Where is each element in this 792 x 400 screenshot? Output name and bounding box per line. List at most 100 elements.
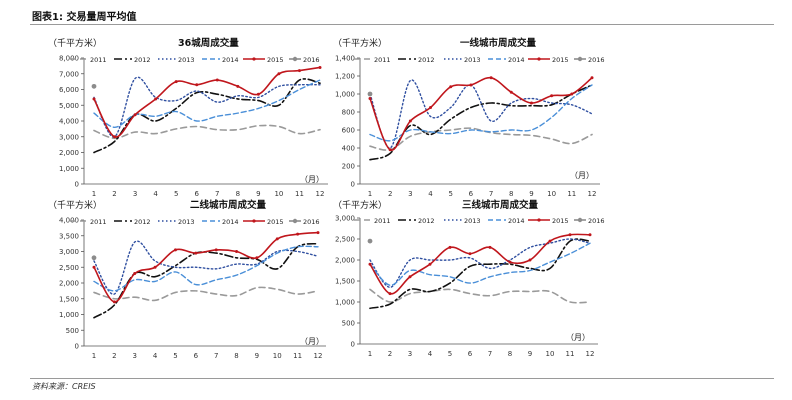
- x-tick-label: 1: [92, 190, 96, 198]
- x-tick-label: 1: [368, 350, 372, 358]
- chart-panel-4: （千平方米） 三线城市周成交量 0 500 1,000 1,500 2,000 2,500 3,…: [333, 199, 605, 358]
- x-tick-label: 10: [546, 350, 555, 358]
- chart-panel-1: （千平方米） 36城周成交量 0 1,000 2,000 3,000 4,000 5,000 6…: [48, 37, 328, 198]
- series-2015-point: [316, 231, 320, 235]
- legend-label: 2011: [374, 217, 391, 225]
- series-2015-point: [448, 245, 452, 249]
- y-tick-label: 1,000: [59, 165, 79, 173]
- x-unit-label: （月）: [566, 333, 590, 342]
- legend-label: 2014: [508, 56, 525, 64]
- series-2013-line: [369, 238, 591, 289]
- series-2015-point: [195, 83, 199, 87]
- legend-marker: [292, 218, 298, 224]
- series-2015-point: [214, 248, 218, 252]
- series-2013-line: [369, 79, 593, 149]
- x-tick-label: 12: [316, 190, 325, 198]
- legend-label: 2012: [418, 56, 435, 64]
- legend-label: 2011: [90, 218, 107, 226]
- series-2015-point: [488, 245, 492, 249]
- series-2015-point: [112, 300, 116, 304]
- series-2015-point: [428, 262, 432, 266]
- x-unit-label: （月）: [570, 171, 594, 180]
- chart-title: 一线城市周成交量: [460, 37, 537, 49]
- x-tick-label: 5: [448, 350, 452, 358]
- legend: 2011 2012 2013 2014 2015 2016: [70, 56, 320, 64]
- series-2015-point: [154, 97, 158, 101]
- series-2015-point: [296, 232, 300, 236]
- series-2013-line: [93, 240, 319, 295]
- x-tick-label: 6: [194, 352, 199, 360]
- legend-label: 2015: [552, 56, 569, 64]
- legend-label: 2012: [134, 218, 151, 226]
- legend-marker: [577, 56, 583, 62]
- y-unit-label: （千平方米）: [48, 199, 102, 211]
- x-tick-label: 11: [567, 190, 576, 198]
- y-tick-label: 7,000: [59, 70, 79, 78]
- y-tick-label: 3,000: [59, 133, 79, 141]
- y-tick-label: 0: [75, 343, 79, 351]
- series-2014-line: [93, 245, 319, 292]
- series-2015-point: [588, 233, 592, 237]
- x-tick-label: 5: [448, 190, 452, 198]
- series-2015-line: [93, 231, 319, 303]
- chart-panel-2: （千平方米） 一线城市周成交量 0 200 400 600 800 1,000 1,200 1,4…: [333, 37, 605, 198]
- y-tick-label: 2,500: [59, 264, 79, 272]
- x-tick-label: 2: [388, 190, 392, 198]
- series-2015-point: [236, 84, 240, 88]
- y-tick-label: 200: [342, 163, 355, 171]
- x-tick-label: 7: [489, 190, 493, 198]
- series-2015-point: [92, 97, 96, 101]
- bottom-divider: [30, 378, 774, 379]
- series-2015-point: [408, 275, 412, 279]
- y-tick-label: 1,500: [335, 278, 355, 286]
- legend-label: 2013: [178, 218, 195, 226]
- legend-label: 2016: [303, 218, 320, 226]
- series-2013-line: [93, 76, 321, 138]
- y-tick-label: 4,000: [59, 118, 79, 126]
- series-2016-point: [367, 238, 373, 244]
- x-tick-label: 9: [256, 190, 260, 198]
- series-2015-point: [368, 262, 372, 266]
- y-tick-label: 6,000: [59, 86, 79, 94]
- legend-label: 2013: [464, 217, 481, 225]
- y-tick-label: 1,400: [335, 55, 355, 63]
- x-tick-label: 12: [588, 190, 597, 198]
- series-2015-point: [113, 135, 117, 139]
- x-tick-label: 3: [132, 352, 136, 360]
- legend-label: 2015: [267, 56, 284, 64]
- x-tick-label: 8: [508, 350, 512, 358]
- series-2015-point: [174, 80, 178, 84]
- x-tick-label: 2: [112, 352, 116, 360]
- chart-title: 二线城市周成交量: [190, 199, 267, 211]
- x-tick-label: 12: [314, 352, 323, 360]
- y-unit-label: （千平方米）: [333, 37, 387, 49]
- series-2014-line: [369, 242, 591, 286]
- y-unit-label: （千平方米）: [48, 37, 102, 49]
- series-2015-point: [529, 101, 533, 105]
- series-2014-line: [369, 84, 593, 142]
- y-tick-label: 400: [342, 145, 355, 153]
- series-2015-point: [194, 251, 198, 255]
- legend-marker: [252, 57, 256, 61]
- x-tick-label: 8: [234, 352, 238, 360]
- legend-label: 2016: [588, 56, 605, 64]
- series-2015-point: [275, 237, 279, 241]
- x-tick-label: 1: [92, 352, 96, 360]
- series-2015-point: [550, 94, 554, 98]
- x-tick-label: 4: [153, 352, 158, 360]
- y-tick-label: 3,000: [59, 248, 79, 256]
- y-tick-label: 8,000: [59, 55, 79, 63]
- legend-label: 2014: [508, 217, 525, 225]
- series-2015-point: [173, 248, 177, 252]
- y-tick-label: 600: [342, 127, 355, 135]
- legend-marker: [577, 217, 583, 223]
- y-tick-label: 2,000: [335, 257, 355, 265]
- x-tick-label: 1: [368, 190, 372, 198]
- y-tick-label: 0: [75, 181, 79, 189]
- series-2015-line: [369, 233, 591, 295]
- x-tick-label: 11: [566, 350, 575, 358]
- legend-label: 2011: [90, 56, 107, 64]
- x-tick-label: 2: [388, 350, 392, 358]
- chart-title: 三线城市周成交量: [462, 199, 539, 211]
